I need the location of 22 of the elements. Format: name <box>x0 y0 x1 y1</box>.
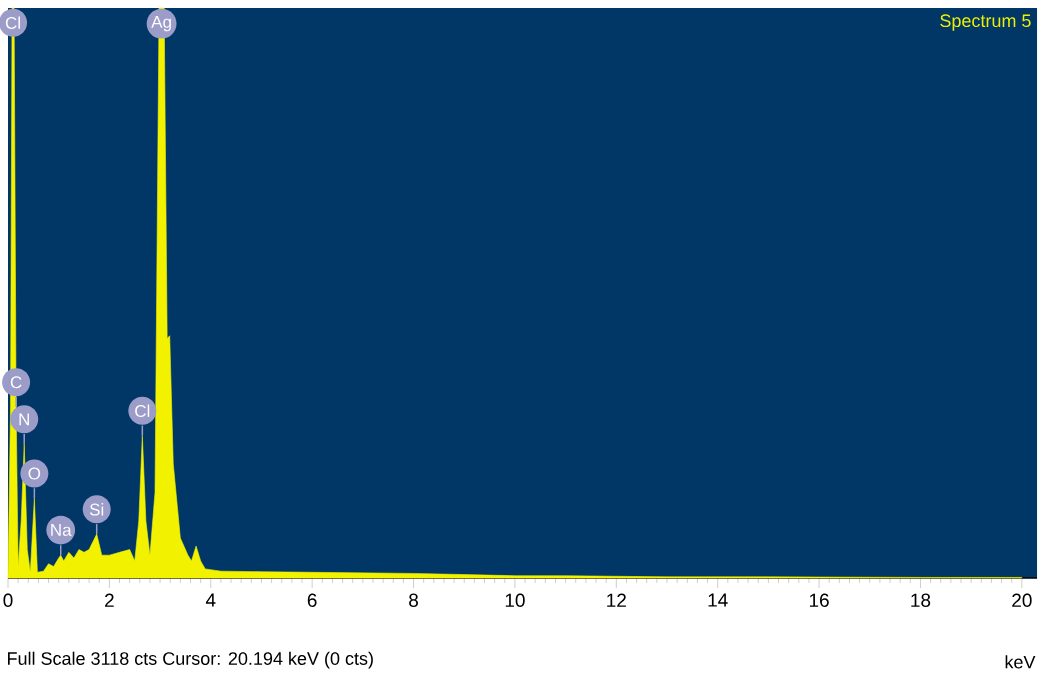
annotation: Cl <box>5 16 20 29</box>
x-tick-label: 0 <box>3 593 13 607</box>
x-tick-label: 8 <box>409 593 418 607</box>
x-tick-label: 12 <box>607 593 626 607</box>
annotation: Ag <box>151 16 171 32</box>
x-tick-label: 16 <box>809 593 829 607</box>
annotation: Na <box>51 524 72 536</box>
x-tick-label: 14 <box>708 593 728 607</box>
x-tick-label: 6 <box>307 593 317 607</box>
text: Full Scale 3118 cts Cursor: 20.194 keV (0 cts) <box>8 651 373 669</box>
annotation: C <box>10 376 22 389</box>
x-tick-label: 4 <box>205 593 216 607</box>
x-tick-label: 20 <box>1012 593 1032 607</box>
annotation: N <box>19 413 29 426</box>
x-axis-title: keV <box>1005 655 1036 669</box>
chart-title: Spectrum 5 <box>940 14 1031 31</box>
annotation: Cl <box>135 404 150 417</box>
annotation: O <box>28 467 41 480</box>
annotation: Si <box>89 503 104 516</box>
x-tick-label: 10 <box>505 593 525 607</box>
x-tick-label: 18 <box>911 593 931 607</box>
x-tick-label: 2 <box>105 593 114 607</box>
